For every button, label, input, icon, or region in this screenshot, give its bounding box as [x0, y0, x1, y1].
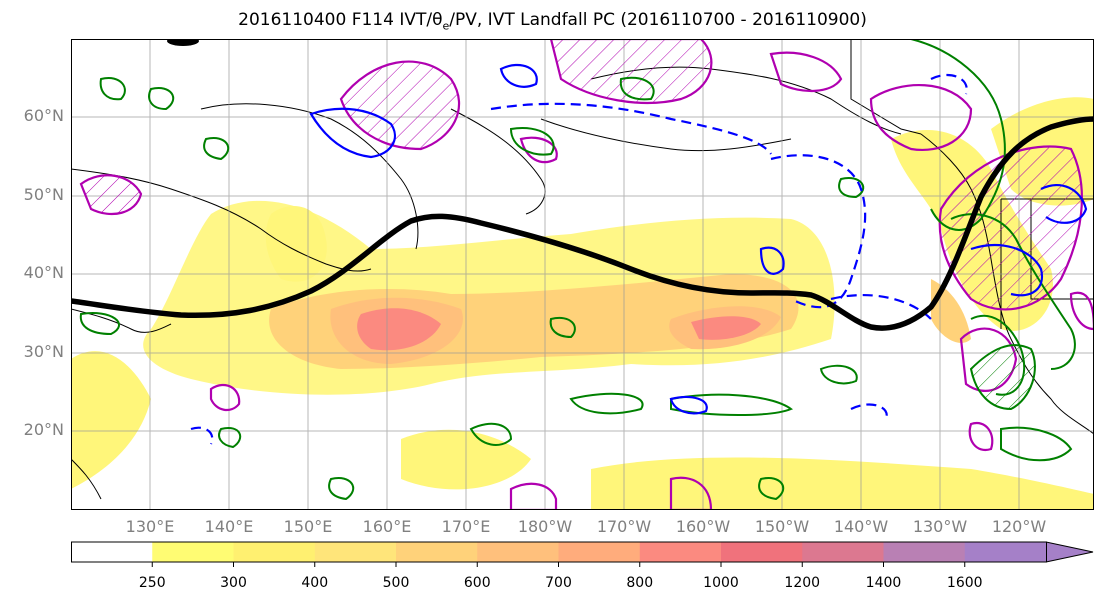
magenta-hatched-regions: [79, 39, 1094, 510]
blue-solid-contours: [309, 63, 1088, 415]
lon-label-170w: 170°W: [596, 517, 652, 536]
colorbar-cell: [558, 542, 641, 562]
colorbar-tick-label: 800: [626, 575, 654, 591]
colorbar-tick-label: 400: [301, 575, 329, 591]
colorbar-cell: [233, 542, 316, 562]
green-hatched-region: [969, 344, 1036, 411]
lat-label-50: 50°N: [23, 185, 64, 204]
lon-label-130e: 130°E: [125, 517, 175, 536]
colorbar-cell: [71, 542, 153, 562]
lon-label-150w: 150°W: [754, 517, 810, 536]
colorbar-tick-label: 1400: [865, 575, 902, 591]
colorbar-cell: [802, 542, 884, 562]
colorbar-cell: [964, 542, 1047, 562]
lon-label-120w: 120°W: [991, 517, 1047, 536]
colorbar-extend-arrow: [1045, 541, 1094, 563]
colorbar-cell: [721, 542, 803, 562]
colorbar-tick-label: 700: [545, 575, 572, 591]
colorbar-cell: [314, 542, 397, 562]
colorbar-cell: [152, 542, 234, 562]
black-contour-fragment: [167, 39, 199, 46]
colorbar-cell: [477, 542, 559, 562]
map-frame: [71, 39, 1094, 510]
lat-label-20: 20°N: [23, 420, 64, 439]
title-suffix: /PV, IVT Landfall PC (2016110700 - 20161…: [449, 10, 867, 30]
lon-label-180w: 180°W: [517, 517, 573, 536]
ivt-colorbar: [71, 541, 1094, 567]
colorbar-tick-label: 500: [382, 575, 410, 591]
colorbar-tick-label: 1200: [784, 575, 821, 591]
gridlines: [71, 39, 1094, 510]
lat-label-40: 40°N: [23, 263, 64, 282]
lon-label-130w: 130°W: [912, 517, 968, 536]
colorbar-cell: [396, 542, 478, 562]
title-theta: θ: [432, 10, 443, 30]
lon-label-140w: 140°W: [833, 517, 889, 536]
lon-label-150e: 150°E: [283, 517, 333, 536]
title-prefix: 2016110400 F114 IVT/: [238, 10, 433, 30]
colorbar-tick-label: 1600: [946, 575, 983, 591]
colorbar-tick-label: 250: [138, 575, 166, 591]
lon-label-170e: 170°E: [441, 517, 491, 536]
title-theta-subscript: e: [442, 19, 450, 33]
colorbar-cell: [639, 542, 722, 562]
map-panel: [71, 39, 1094, 510]
lat-label-30: 30°N: [23, 342, 64, 361]
colorbar-cell: [883, 542, 966, 562]
landfall-pc-line: [71, 116, 1094, 331]
map-title: 2016110400 F114 IVT/θe/PV, IVT Landfall …: [0, 10, 1105, 32]
lon-label-160w: 160°W: [675, 517, 731, 536]
colorbar-tick-label: 300: [220, 575, 247, 591]
colorbar-tick-label: 1000: [703, 575, 739, 591]
colorbar-tick-label: 600: [463, 575, 491, 591]
lat-label-60: 60°N: [23, 106, 64, 125]
lon-label-140e: 140°E: [204, 517, 254, 536]
lon-label-160e: 160°E: [362, 517, 412, 536]
